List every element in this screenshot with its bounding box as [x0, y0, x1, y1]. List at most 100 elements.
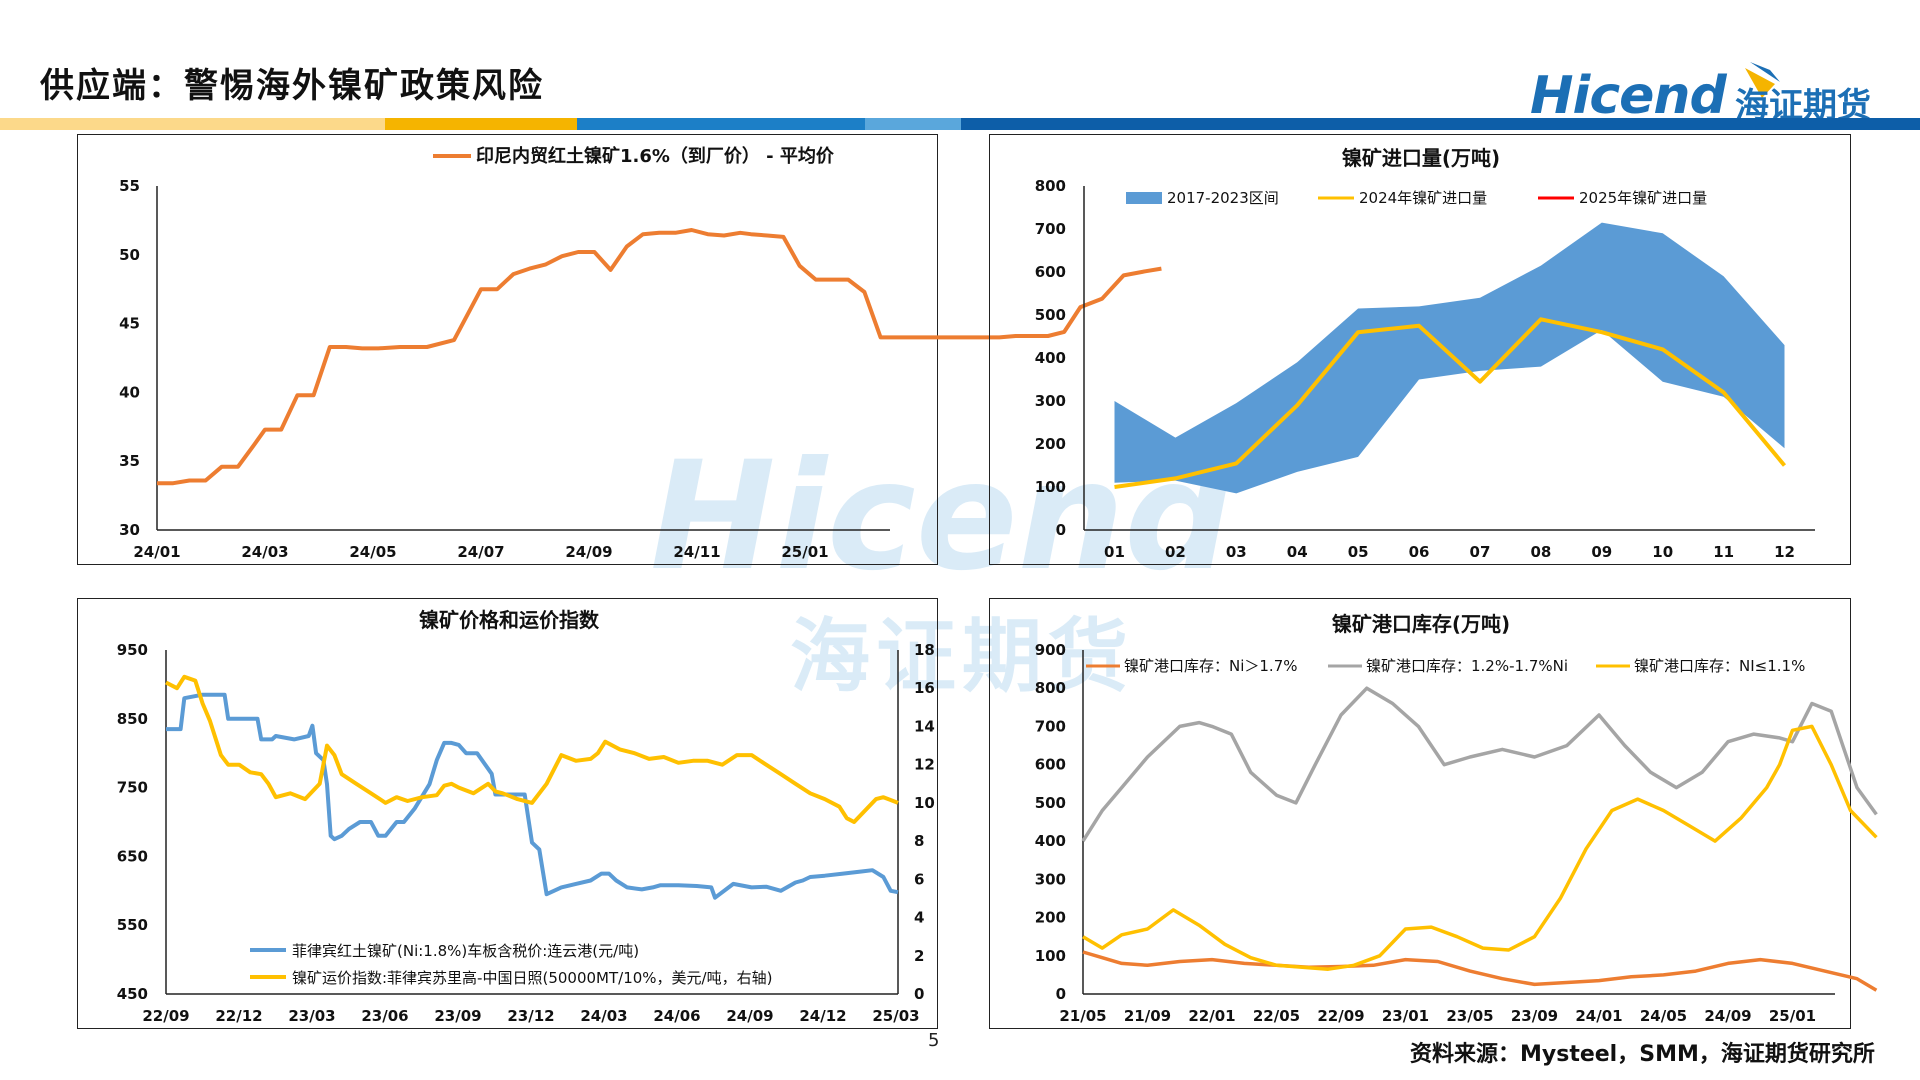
y-tick-label-left: 750 [117, 779, 148, 797]
range-band-area [1114, 222, 1785, 494]
y-tick-label-left: 450 [117, 985, 148, 1003]
x-tick-label: 22/09 [142, 1007, 189, 1025]
x-tick-label: 23/05 [1446, 1007, 1493, 1025]
x-tick-label: 01 [1104, 543, 1125, 561]
page-title: 供应端：警惕海外镍矿政策风险 [40, 66, 544, 106]
y-tick-label: 100 [1035, 947, 1066, 965]
x-tick-label: 24/06 [653, 1007, 700, 1025]
x-tick-label: 22/09 [1317, 1007, 1364, 1025]
x-tick-label: 03 [1226, 543, 1247, 561]
x-tick-label: 22/01 [1188, 1007, 1235, 1025]
header-bar-segment [961, 118, 1920, 130]
legend-label-mid-grade: 镍矿港口库存：1.2%-1.7%Ni [1366, 657, 1568, 675]
chart-title: 镍矿进口量(万吨) [1342, 146, 1500, 170]
y-tick-label: 400 [1035, 349, 1066, 367]
x-tick-label: 23/06 [361, 1007, 408, 1025]
chart-title: 镍矿价格和运价指数 [419, 608, 600, 632]
x-tick-label: 22/12 [215, 1007, 262, 1025]
legend-label-range: 2017-2023区间 [1167, 189, 1279, 207]
x-tick-label: 02 [1165, 543, 1186, 561]
y-tick-label: 300 [1035, 392, 1066, 410]
x-tick-label: 08 [1530, 543, 1551, 561]
y-tick-label: 200 [1035, 909, 1066, 927]
chart-panel-nickel-ore-price: 印尼内贸红土镍矿1.6%（到厂价） - 平均价 30 35 40 45 50 55 24/0… [77, 134, 1162, 565]
y-tick-label-right: 2 [914, 947, 924, 965]
y-tick-label-right: 0 [914, 985, 924, 1003]
y-tick-label: 0 [1056, 985, 1066, 1003]
x-tick-label: 23/09 [434, 1007, 481, 1025]
x-tick-label: 23/03 [288, 1007, 335, 1025]
y-tick-label-right: 14 [914, 717, 935, 735]
source-note: 资料来源：Mysteel，SMM，海证期货研究所 [1410, 1042, 1875, 1067]
x-tick-label: 23/01 [1382, 1007, 1429, 1025]
x-tick-label: 06 [1409, 543, 1430, 561]
series-line-high-grade [1082, 950, 1878, 992]
x-tick-label: 10 [1652, 543, 1673, 561]
y-tick-label-left: 550 [117, 916, 148, 934]
y-tick-label: 700 [1035, 220, 1066, 238]
x-tick-label: 24/05 [1640, 1007, 1687, 1025]
x-tick-label: 23/09 [1511, 1007, 1558, 1025]
chart-price-freight: 镍矿价格和运价指数 菲律宾红土镍矿(Ni:1.8%)车板含税价:连云港(元/吨)… [117, 608, 935, 1025]
chart-panel-import-volume: 镍矿进口量(万吨) 2017-2023区间 2024年镍矿进口量 2025年镍矿… [989, 134, 1851, 565]
legend-label-low-grade: 镍矿港口库存：NI≤1.1% [1634, 657, 1805, 675]
y-tick-label: 45 [119, 315, 140, 333]
x-tick-label: 24/01 [133, 543, 180, 561]
y-tick-label: 55 [119, 177, 140, 195]
x-tick-label: 24/12 [799, 1007, 846, 1025]
chart-port-inventory: 镍矿港口库存(万吨) 镍矿港口库存：Ni＞1.7% 镍矿港口库存：1.2%-1.… [1035, 612, 1878, 1025]
x-tick-label: 25/01 [781, 543, 828, 561]
x-tick-label: 24/01 [1575, 1007, 1622, 1025]
header-bar-segment [865, 118, 961, 130]
header-bar-segment [385, 118, 577, 130]
y-tick-label: 800 [1035, 177, 1066, 195]
x-tick-label: 22/05 [1253, 1007, 1300, 1025]
y-tick-label: 200 [1035, 435, 1066, 453]
legend-swatch-range [1126, 192, 1162, 204]
x-tick-label: 11 [1713, 543, 1734, 561]
x-tick-label: 23/12 [507, 1007, 554, 1025]
x-tick-label: 24/03 [241, 543, 288, 561]
legend-label-price: 印尼内贸红土镍矿1.6%（到厂价） - 平均价 [476, 145, 835, 167]
chart-nickel-ore-price: 印尼内贸红土镍矿1.6%（到厂价） - 平均价 30 35 40 45 50 55 24/0… [119, 145, 1162, 561]
x-tick-label: 24/03 [580, 1007, 627, 1025]
y-tick-label-left: 850 [117, 710, 148, 728]
series-line-mid-grade [1081, 686, 1878, 843]
legend-label-freight: 镍矿运价指数:菲律宾苏里高-中国日照(50000MT/10%，美元/吨，右轴) [292, 969, 772, 987]
chart-panel-price-freight: 镍矿价格和运价指数 菲律宾红土镍矿(Ni:1.8%)车板含税价:连云港(元/吨)… [77, 598, 938, 1029]
legend-label-high-grade: 镍矿港口库存：Ni＞1.7% [1124, 657, 1298, 675]
header-bar-segment [0, 118, 385, 130]
y-tick-label: 400 [1035, 832, 1066, 850]
y-tick-label: 800 [1035, 679, 1066, 697]
x-tick-label: 24/09 [1704, 1007, 1751, 1025]
y-tick-label: 30 [119, 521, 140, 539]
chart-title: 镍矿港口库存(万吨) [1332, 612, 1510, 636]
watermark-logo-cn: 海证期货 [790, 610, 1134, 703]
y-tick-label: 900 [1035, 641, 1066, 659]
page-number: 5 [928, 1030, 940, 1051]
chart-import-volume: 镍矿进口量(万吨) 2017-2023区间 2024年镍矿进口量 2025年镍矿… [1035, 146, 1815, 561]
x-tick-label: 21/05 [1059, 1007, 1106, 1025]
brand-logo-icon [1745, 62, 1780, 98]
y-tick-label-right: 8 [914, 832, 924, 850]
y-tick-label: 0 [1056, 521, 1066, 539]
header-bar-segment [577, 118, 865, 130]
legend-label-2025: 2025年镍矿进口量 [1579, 189, 1707, 207]
y-tick-label: 500 [1035, 794, 1066, 812]
y-tick-label-left: 650 [117, 847, 148, 865]
x-tick-label: 09 [1591, 543, 1612, 561]
y-tick-label-right: 16 [914, 679, 935, 697]
series-line-low-grade [1082, 724, 1878, 971]
series-line-freight [165, 674, 899, 824]
y-tick-label-left: 950 [117, 641, 148, 659]
y-tick-label-right: 12 [914, 756, 935, 774]
y-tick-label-right: 10 [914, 794, 935, 812]
y-tick-label: 40 [119, 383, 140, 401]
x-tick-label: 04 [1287, 543, 1308, 561]
legend-label-ore-price: 菲律宾红土镍矿(Ni:1.8%)车板含税价:连云港(元/吨) [292, 942, 639, 960]
y-tick-label: 600 [1035, 263, 1066, 281]
y-tick-label: 600 [1035, 756, 1066, 774]
x-tick-label: 24/11 [673, 543, 720, 561]
x-tick-label: 07 [1470, 543, 1491, 561]
x-tick-label: 25/03 [872, 1007, 919, 1025]
